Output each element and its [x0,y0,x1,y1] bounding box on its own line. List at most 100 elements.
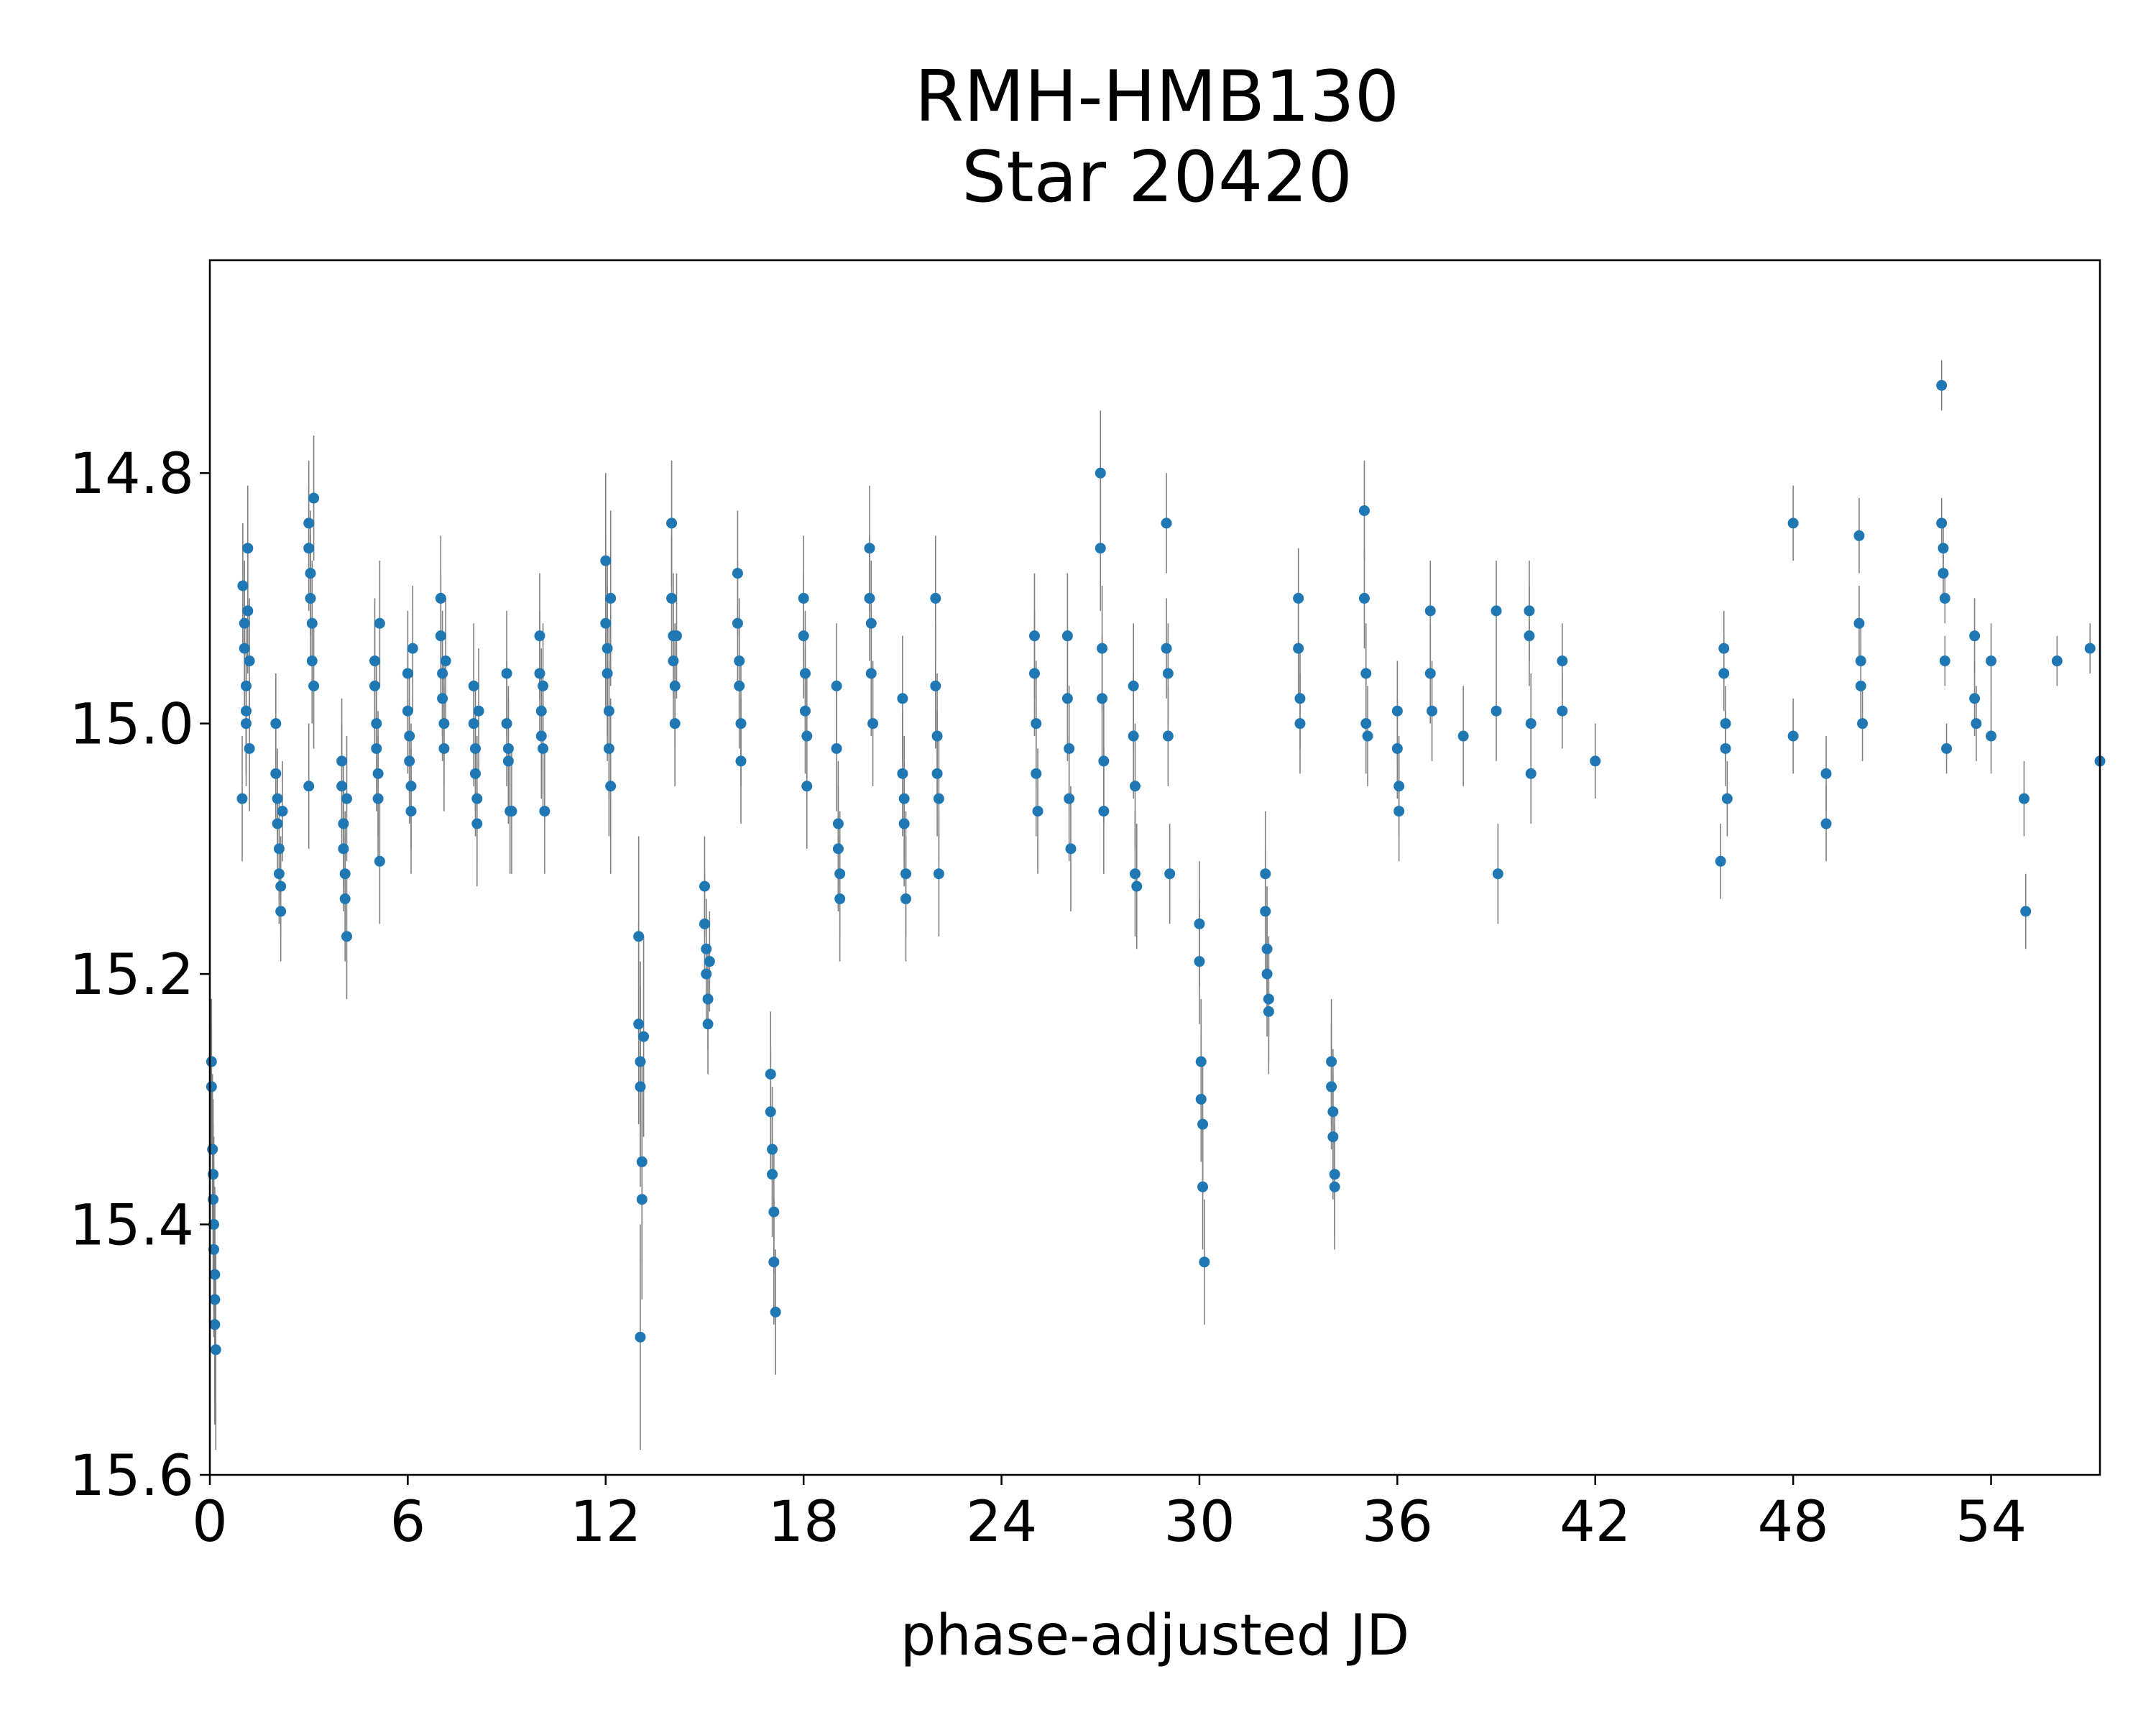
data-point [305,568,316,579]
data-point [897,768,908,779]
data-point [404,730,415,742]
data-point [1162,668,1174,679]
data-point [668,656,679,667]
data-point [1524,630,1535,642]
data-point [437,693,448,704]
x-tick-label: 54 [1955,1490,2027,1555]
data-point [336,781,348,792]
data-point [1128,730,1139,742]
data-point [1061,630,1073,642]
data-point [1261,943,1273,954]
data-point [1720,742,1731,754]
data-point [600,555,612,566]
data-point [864,543,875,554]
data-point [206,1056,217,1067]
data-point [1557,656,1568,667]
data-point [602,643,613,654]
data-point [1293,592,1304,604]
data-point [1939,656,1950,667]
data-point [369,656,380,667]
data-point [701,943,712,954]
data-point [799,705,811,717]
x-tick-label: 0 [192,1490,228,1555]
data-point [1820,818,1832,829]
data-point [865,668,877,679]
data-point [699,918,710,929]
data-point [206,1081,217,1092]
data-point [1525,718,1537,730]
data-point [1098,755,1110,767]
data-point [1720,718,1731,730]
data-point [1028,668,1040,679]
data-point [435,592,446,604]
data-point [1820,768,1832,779]
x-tick-label: 6 [390,1490,426,1555]
x-tick-label: 48 [1758,1490,1829,1555]
data-point [1129,781,1141,792]
data-point [1260,868,1271,880]
data-point [1162,730,1174,742]
data-point [1855,656,1866,667]
data-point [1393,806,1405,817]
data-point [1721,793,1733,804]
data-point [2084,643,2096,654]
data-point [1358,592,1370,604]
data-point [832,843,844,855]
data-point [208,1243,220,1255]
data-point [339,868,351,880]
data-point [2020,906,2032,917]
data-point [900,868,911,880]
data-point [469,768,481,779]
data-point [1853,530,1865,541]
data-point [405,781,417,792]
data-point [242,605,254,617]
data-point [1326,1056,1337,1067]
data-point [473,705,484,717]
data-point [1031,718,1042,730]
data-point [539,806,550,817]
data-point [435,630,446,642]
x-tick-label: 12 [570,1490,641,1555]
data-point [469,742,481,754]
data-point [931,768,943,779]
data-point [1424,605,1436,617]
data-point [1065,843,1077,855]
data-point [1360,718,1372,730]
data-point [605,592,617,604]
data-point [308,680,320,691]
data-point [1194,956,1205,967]
data-point [501,668,512,679]
data-point [933,793,944,804]
data-point [501,718,512,730]
data-point [831,680,842,691]
data-point [1097,643,1108,654]
data-point [669,680,681,691]
data-point [438,742,450,754]
data-point [636,1194,648,1205]
data-point [1195,1093,1207,1105]
data-point [636,1156,648,1167]
data-point [832,818,844,829]
data-point [1329,1169,1340,1180]
data-point [1032,806,1044,817]
data-point [244,656,255,667]
data-point [768,1206,780,1218]
data-point [671,630,682,642]
data-point [801,781,813,792]
data-point [798,630,809,642]
data-point [502,755,514,767]
data-point [666,518,678,529]
data-point [244,742,255,754]
data-point [209,1319,221,1330]
data-point [635,1331,646,1343]
data-point [502,742,514,754]
data-point [1195,1056,1207,1067]
data-point [270,768,282,779]
data-point [1064,742,1075,754]
data-point [867,718,879,730]
data-point [1718,643,1730,654]
data-point [402,705,413,717]
data-point [2051,656,2063,667]
x-tick-label: 36 [1362,1490,1433,1555]
data-point [600,617,612,629]
